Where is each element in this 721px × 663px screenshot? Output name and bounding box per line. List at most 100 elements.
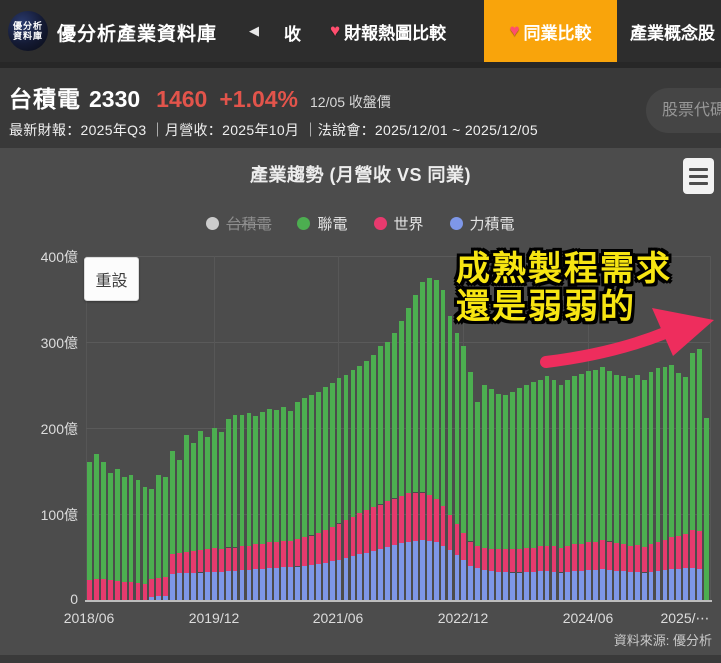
bar-2020/11-聯電[interactable] [288,410,293,541]
tab-financial-heatmap[interactable]: ♥ 財報熱圖比較 [330,0,446,62]
bar-2025/07-聯電[interactable] [676,373,682,537]
bar-2019/07-力積電[interactable] [177,573,182,600]
bar-2018/12-聯電[interactable] [128,475,134,582]
bar-2022/02-力積電[interactable] [392,545,397,600]
reset-button[interactable]: 重設 [84,257,139,301]
bar-2021/09-世界[interactable] [357,513,363,555]
bar-2024/03-世界[interactable] [565,545,571,572]
collapse-arrow-icon[interactable]: ◀ [249,23,259,38]
bar-2022/08-力積電[interactable] [433,542,439,600]
bar-2024/06-世界[interactable] [586,542,592,570]
bar-2023/05-聯電[interactable] [496,393,501,550]
bar-2020/08-力積電[interactable] [267,568,273,600]
bar-2019/04-世界[interactable] [156,577,162,596]
bar-2021/03-聯電[interactable] [315,391,321,533]
bar-2023/06-聯電[interactable] [503,395,508,550]
bar-2022/01-力積電[interactable] [385,546,390,600]
bar-2024/09-力積電[interactable] [607,569,612,600]
bar-2019/07-世界[interactable] [177,552,182,574]
bar-2019/11-力積電[interactable] [204,571,210,600]
bar-2020/02-力積電[interactable] [225,570,231,600]
bar-2018/09-聯電[interactable] [107,472,113,581]
bar-2020/07-力積電[interactable] [260,569,266,600]
bar-2019/09-世界[interactable] [191,551,196,573]
bar-2023/09-力積電[interactable] [523,571,529,600]
bar-2025/04-聯電[interactable] [655,367,661,543]
bar-2019/01-聯電[interactable] [135,479,141,583]
bar-2025/03-世界[interactable] [648,544,654,572]
bar-2020/10-聯電[interactable] [281,407,286,541]
bar-2023/12-聯電[interactable] [544,376,550,546]
bar-2022/12-聯電[interactable] [461,346,467,533]
bar-2022/03-聯電[interactable] [399,320,404,496]
bar-2024/02-聯電[interactable] [558,385,564,548]
bar-2021/08-聯電[interactable] [350,369,356,517]
bar-2025/09-力積電[interactable] [690,568,696,600]
bar-2018/08-聯電[interactable] [100,462,106,580]
bar-2019/03-力積電[interactable] [149,596,155,600]
bar-2024/01-聯電[interactable] [551,379,557,546]
bar-2025/04-力積電[interactable] [655,570,661,600]
bar-2023/10-世界[interactable] [530,547,536,572]
bar-2021/11-力積電[interactable] [371,551,377,600]
bar-2023/12-世界[interactable] [544,545,550,571]
bar-2019/04-聯電[interactable] [156,475,162,578]
bar-2025/02-世界[interactable] [641,546,647,573]
bar-2024/12-聯電[interactable] [627,378,633,546]
bar-2019/03-聯電[interactable] [149,489,155,580]
bar-2025/10-聯電[interactable] [697,348,702,532]
bar-2022/09-世界[interactable] [440,506,446,546]
bar-2019/08-力積電[interactable] [184,573,189,600]
bar-2022/10-聯電[interactable] [447,316,453,515]
bar-2024/09-世界[interactable] [607,541,612,570]
bar-2023/09-世界[interactable] [523,547,529,572]
bar-2021/02-世界[interactable] [308,535,314,565]
bar-2022/04-聯電[interactable] [405,307,411,494]
bar-2022/05-聯電[interactable] [412,294,418,493]
bar-2020/02-聯電[interactable] [225,419,231,548]
bar-2018/08-世界[interactable] [100,579,106,600]
bar-2022/11-世界[interactable] [454,524,460,556]
bar-2020/05-力積電[interactable] [246,569,252,600]
bar-2024/10-聯電[interactable] [613,374,619,544]
bar-2022/07-聯電[interactable] [426,277,432,496]
bar-2024/04-聯電[interactable] [572,375,578,545]
bar-2023/09-聯電[interactable] [523,385,529,548]
bar-2025/07-世界[interactable] [676,536,682,570]
bar-2019/11-聯電[interactable] [204,436,210,550]
bar-2018/12-世界[interactable] [128,581,134,600]
bar-2025/10-世界[interactable] [697,531,702,569]
bar-2021/02-力積電[interactable] [308,564,314,600]
bar-2019/12-聯電[interactable] [211,428,217,549]
bar-2021/02-聯電[interactable] [308,395,314,536]
bar-2023/02-聯電[interactable] [475,402,481,546]
bar-2020/04-力積電[interactable] [239,569,245,600]
bar-2020/04-聯電[interactable] [239,415,245,546]
bar-2022/07-力積電[interactable] [426,540,432,600]
bar-2022/01-世界[interactable] [385,501,390,547]
bar-2021/10-世界[interactable] [364,509,370,553]
bar-2019/06-聯電[interactable] [170,451,176,555]
bar-2025/01-力積電[interactable] [634,571,640,600]
bar-2023/01-世界[interactable] [468,541,474,566]
bar-2024/02-力積電[interactable] [558,572,564,600]
bar-2025/03-聯電[interactable] [648,372,654,545]
bar-2022/11-聯電[interactable] [454,333,460,525]
bar-2023/07-力積電[interactable] [509,572,515,600]
bar-2021/01-聯電[interactable] [301,397,307,538]
bar-2022/12-力積電[interactable] [461,560,467,600]
bar-2025/01-世界[interactable] [634,545,640,572]
bar-2020/03-力積電[interactable] [232,570,238,600]
bar-2019/07-聯電[interactable] [177,459,182,553]
bar-2018/06-世界[interactable] [87,580,92,600]
bar-2020/11-力積電[interactable] [288,567,293,600]
tab-industry-concept[interactable]: 產業概念股 [630,0,715,62]
bar-2019/05-世界[interactable] [163,576,169,596]
bar-2023/06-力積電[interactable] [503,571,508,600]
bar-2023/03-聯電[interactable] [482,385,488,549]
bar-2018/07-聯電[interactable] [93,453,99,580]
bar-2022/11-力積電[interactable] [454,555,460,600]
bar-2019/03-世界[interactable] [149,579,155,597]
bar-2020/10-世界[interactable] [281,540,286,568]
bar-2021/07-聯電[interactable] [343,374,349,520]
